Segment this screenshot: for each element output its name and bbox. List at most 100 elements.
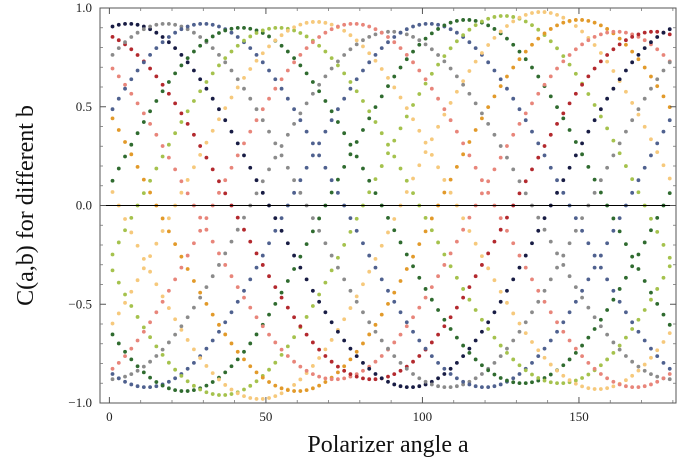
data-point xyxy=(642,30,647,35)
data-point xyxy=(348,47,353,52)
data-point xyxy=(649,216,653,221)
data-point xyxy=(667,118,672,123)
data-point xyxy=(417,38,422,43)
data-point xyxy=(148,359,152,364)
data-point xyxy=(298,118,303,123)
data-point xyxy=(661,53,666,57)
data-point xyxy=(179,374,184,378)
data-point xyxy=(267,68,271,73)
data-point xyxy=(235,25,240,30)
x-axis-ticks: 0 50 100 150 xyxy=(106,8,674,424)
data-point xyxy=(267,167,271,172)
data-point xyxy=(649,372,653,377)
data-point xyxy=(442,54,447,58)
data-point xyxy=(617,42,622,47)
data-point xyxy=(317,374,322,379)
data-point xyxy=(448,46,453,51)
data-point xyxy=(192,68,196,73)
data-point xyxy=(580,343,584,348)
data-point xyxy=(242,227,246,232)
data-point xyxy=(492,310,497,315)
data-point xyxy=(454,275,459,280)
data-point xyxy=(642,362,647,367)
data-point xyxy=(298,389,303,393)
data-point xyxy=(279,290,284,295)
data-point xyxy=(229,26,234,31)
data-point xyxy=(329,268,334,273)
data-point xyxy=(179,190,184,195)
data-point xyxy=(192,360,196,365)
data-point xyxy=(141,385,146,389)
data-point xyxy=(198,22,203,26)
data-point xyxy=(448,327,453,331)
data-point xyxy=(135,243,140,248)
y-axis-ticks: −1.0 −0.5 0.0 0.5 1.0 xyxy=(68,0,676,410)
data-point xyxy=(154,384,159,389)
data-point xyxy=(354,228,359,233)
data-point xyxy=(536,348,541,353)
data-point xyxy=(411,385,415,389)
data-point xyxy=(498,155,503,160)
data-point xyxy=(467,346,472,351)
data-point xyxy=(473,165,478,170)
data-point xyxy=(536,376,541,380)
data-point xyxy=(260,179,265,184)
data-point xyxy=(492,335,497,340)
data-point xyxy=(235,215,240,220)
data-point xyxy=(436,96,440,101)
data-point xyxy=(586,305,591,310)
data-points xyxy=(110,10,672,401)
data-point xyxy=(505,346,509,351)
data-point xyxy=(442,190,447,195)
data-point xyxy=(173,332,178,337)
data-point xyxy=(398,95,403,100)
data-point xyxy=(423,287,428,291)
data-point xyxy=(467,379,472,384)
data-point xyxy=(461,152,466,157)
data-point xyxy=(323,354,328,358)
data-point xyxy=(448,372,453,376)
data-point xyxy=(611,350,616,355)
data-point xyxy=(448,20,453,25)
data-point xyxy=(536,141,541,146)
data-point xyxy=(636,368,641,373)
data-point xyxy=(166,229,171,234)
data-point xyxy=(166,306,171,310)
data-point xyxy=(517,372,522,376)
data-point xyxy=(655,287,660,291)
data-point xyxy=(486,320,491,325)
data-point xyxy=(649,290,653,295)
data-point xyxy=(536,299,541,304)
data-point xyxy=(661,340,666,344)
data-point xyxy=(542,82,547,87)
data-point xyxy=(342,131,347,136)
data-point xyxy=(379,131,384,136)
data-point xyxy=(392,382,397,387)
data-point xyxy=(561,373,566,378)
data-point xyxy=(198,144,203,148)
data-point xyxy=(498,354,503,359)
data-point xyxy=(373,359,378,364)
data-point xyxy=(298,377,303,382)
data-point xyxy=(586,360,591,365)
data-point xyxy=(555,190,559,195)
data-point xyxy=(586,335,591,340)
data-point xyxy=(329,253,334,258)
data-point xyxy=(480,329,484,334)
data-point xyxy=(473,384,478,389)
data-point xyxy=(411,103,415,107)
data-point xyxy=(260,28,265,33)
data-point xyxy=(342,165,347,169)
data-point xyxy=(661,243,666,247)
data-point xyxy=(166,40,171,45)
data-point xyxy=(135,68,140,73)
data-point xyxy=(411,49,415,54)
data-point xyxy=(310,340,315,345)
data-point xyxy=(141,120,146,124)
data-point xyxy=(498,376,503,380)
data-point xyxy=(129,35,134,39)
data-point xyxy=(517,321,522,326)
data-point xyxy=(473,241,478,246)
data-point xyxy=(561,263,566,267)
